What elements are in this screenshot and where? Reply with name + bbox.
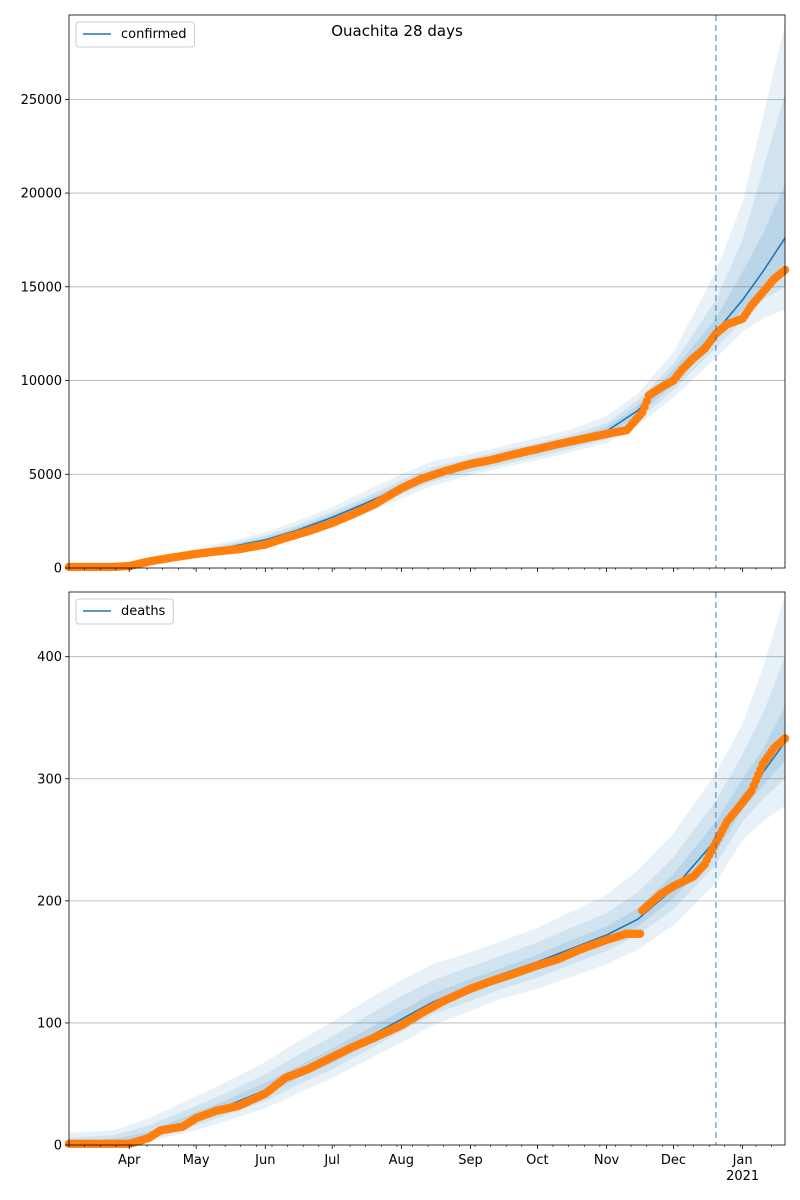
y-tick-label: 15000 [21, 280, 62, 295]
observed-points [64, 265, 790, 572]
x-tick-label-line: May [183, 1153, 210, 1168]
axes-frame [68, 591, 786, 1146]
legend-box [75, 598, 174, 625]
observed-points [64, 734, 790, 1149]
y-tick-label: 5000 [29, 468, 62, 483]
deaths-panel: 0 100 200 300 400 Apr May Jun Jul Aug Sep Oct Nov Dec… [37, 591, 790, 1184]
y-tick-label: 25000 [21, 93, 62, 108]
legend-label: confirmed [121, 27, 187, 42]
x-tick-label-line: Jan [732, 1153, 753, 1168]
y-tick-label: 200 [37, 894, 62, 909]
x-tick-label-line: Dec [661, 1153, 686, 1168]
x-tick-label: Jul [323, 1153, 340, 1168]
x-tick-label: Jan 2021 [726, 1153, 759, 1184]
x-tick-label: Apr [118, 1153, 141, 1168]
legend: confirmed [75, 21, 196, 48]
y-tick-label: 400 [37, 650, 62, 665]
y-tick-label: 10000 [21, 374, 62, 389]
x-tick-label-line: Apr [118, 1153, 141, 1168]
y-tick-label: 20000 [21, 187, 62, 202]
x-tick-label-line: Nov [594, 1153, 620, 1168]
x-tick-label-line: Oct [526, 1153, 548, 1168]
x-tick-label: Nov [594, 1153, 620, 1168]
x-tick-label: Dec [661, 1153, 686, 1168]
x-tick-label-line: Aug [389, 1153, 414, 1168]
x-tick-label-line: 2021 [726, 1169, 759, 1184]
legend: deaths [75, 598, 174, 625]
y-tick-label: 0 [54, 1139, 62, 1154]
axes-frame [68, 14, 786, 569]
y-tick-label: 300 [37, 772, 62, 787]
x-tick-label: Jun [254, 1153, 275, 1168]
x-tick-label-line: Jul [323, 1153, 340, 1168]
x-tick-label: Aug [389, 1153, 414, 1168]
y-tick-label: 100 [37, 1016, 62, 1031]
x-tick-label: Sep [458, 1153, 483, 1168]
uncertainty-band [69, 595, 785, 1145]
x-tick-label-line: Jun [254, 1153, 275, 1168]
confirmed-panel: 0 5000 10000 15000 20000 25000 confirmed [21, 14, 790, 577]
x-tick-label-line: Sep [458, 1153, 483, 1168]
y-tick-label: 0 [54, 562, 62, 577]
legend-box [75, 21, 196, 48]
uncertainty-band [69, 656, 785, 1145]
legend-label: deaths [121, 604, 166, 619]
x-tick-label: May [183, 1153, 210, 1168]
x-tick-label: Oct [526, 1153, 548, 1168]
observed-point [635, 929, 645, 938]
figure-title: Ouachita 28 days [331, 22, 463, 40]
